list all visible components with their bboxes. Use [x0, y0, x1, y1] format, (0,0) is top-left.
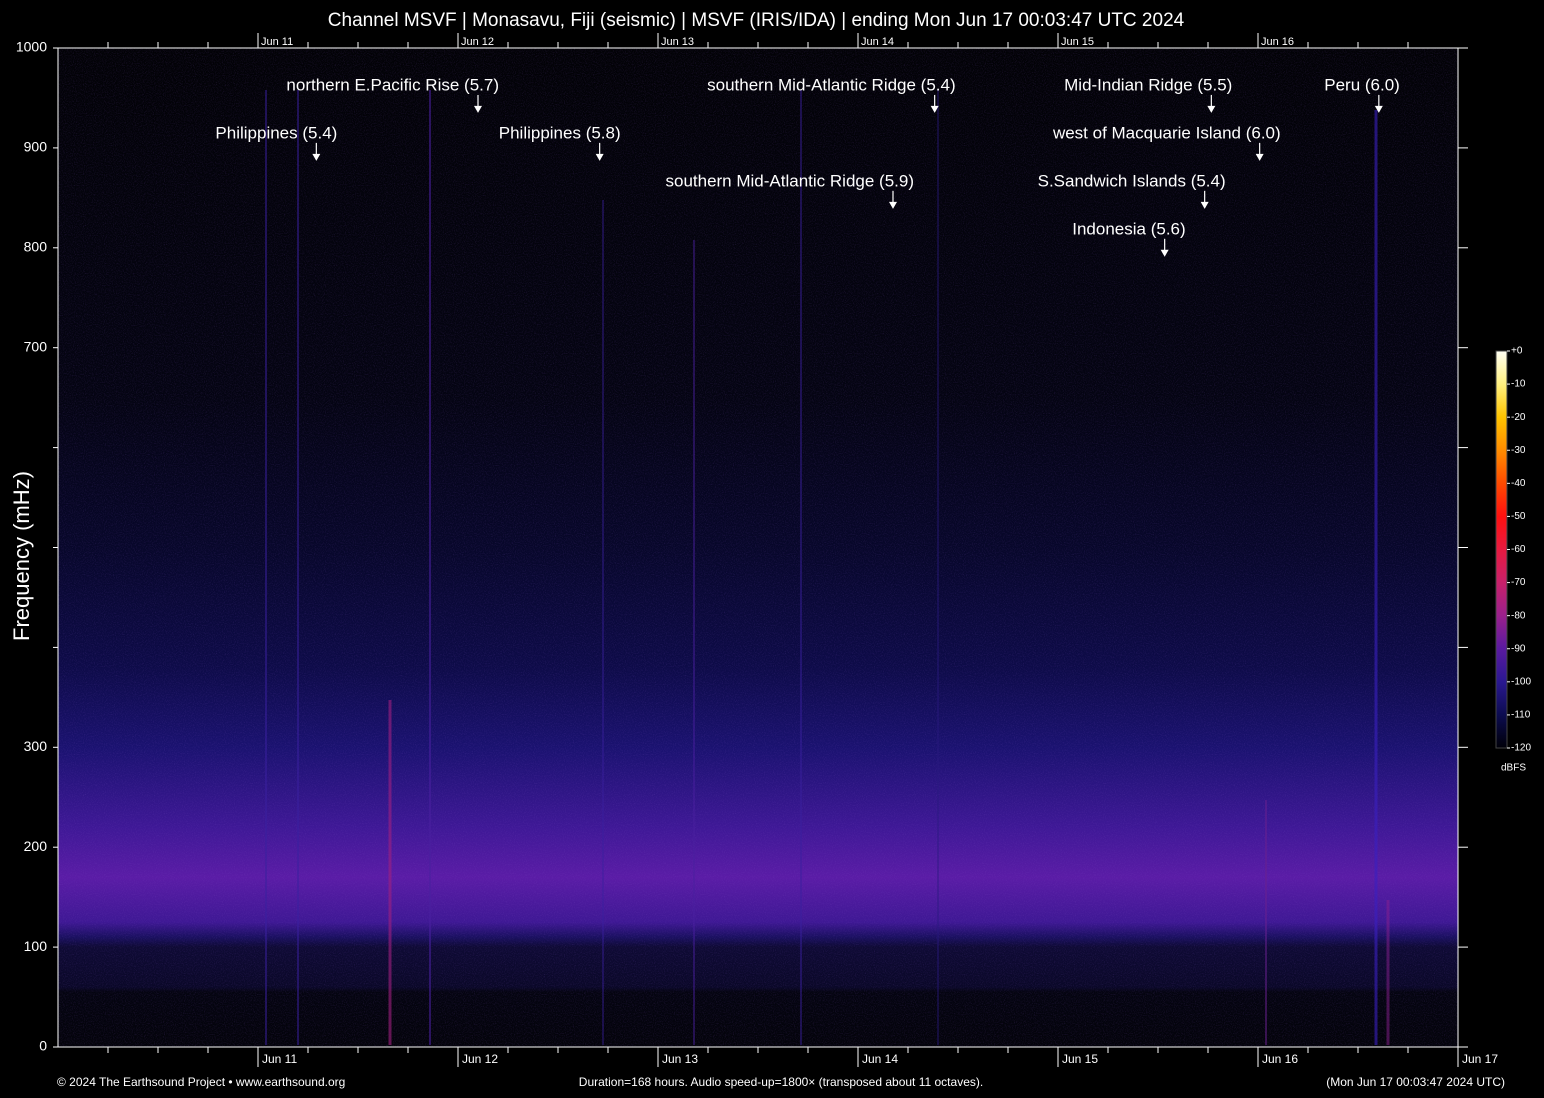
event-label: Philippines (5.8)	[499, 123, 621, 142]
event-label: Peru (6.0)	[1324, 75, 1400, 94]
event-arrow-head	[930, 105, 939, 113]
chart-title: Channel MSVF | Monasavu, Fiji (seismic) …	[328, 10, 1185, 31]
y-axis-label: Frequency (mHz)	[9, 471, 34, 641]
y-tick-label: 300	[24, 738, 48, 754]
y-tick-label: 800	[24, 239, 48, 255]
x-tick-label: Jun 17	[1462, 1052, 1498, 1066]
y-tick-label: 200	[24, 838, 48, 854]
event-arrow-head	[1200, 201, 1209, 209]
event-streaks	[265, 90, 1390, 1045]
colorbar-tick-label: -120	[1511, 743, 1531, 754]
x-tick-label-top: Jun 11	[261, 36, 293, 48]
colorbar-tick-label: -60	[1511, 544, 1526, 555]
event-label: northern E.Pacific Rise (5.7)	[286, 75, 499, 94]
event-label: S.Sandwich Islands (5.4)	[1038, 171, 1226, 190]
y-tick-label: 1000	[16, 39, 47, 55]
event-label: west of Macquarie Island (6.0)	[1052, 123, 1281, 142]
x-tick-label: Jun 15	[1062, 1052, 1098, 1066]
colorbar-tick-label: +0	[1511, 346, 1523, 357]
colorbar-tick-label: -40	[1511, 478, 1526, 489]
x-tick-label-top: Jun 16	[1261, 36, 1294, 48]
y-tick-label: 700	[24, 338, 48, 354]
event-arrow-head	[889, 201, 897, 209]
x-tick-label: Jun 12	[462, 1052, 498, 1066]
colorbar-tick-label: -110	[1511, 710, 1531, 721]
y-tick-label: 100	[24, 938, 48, 954]
event-arrow-head	[474, 105, 482, 113]
x-tick-label-top: Jun 12	[461, 36, 494, 48]
colorbar-tick-label: -20	[1511, 412, 1526, 423]
event-label: southern Mid-Atlantic Ridge (5.9)	[665, 171, 914, 190]
footer-center: Duration=168 hours. Audio speed-up=1800×…	[579, 1075, 983, 1089]
event-label: southern Mid-Atlantic Ridge (5.4)	[707, 75, 956, 94]
x-tick-label: Jun 14	[862, 1052, 898, 1066]
event-arrow-head	[1255, 153, 1264, 161]
event-label: Indonesia (5.6)	[1072, 219, 1185, 238]
colorbar-tick-label: -80	[1511, 610, 1526, 621]
x-tick-label-top: Jun 13	[661, 36, 694, 48]
event-arrow-head	[1160, 249, 1169, 257]
x-tick-label: Jun 11	[262, 1052, 297, 1066]
event-arrow-head	[1374, 105, 1383, 113]
y-tick-label: 0	[39, 1038, 47, 1054]
footer-right: (Mon Jun 17 00:03:47 2024 UTC)	[1326, 1075, 1505, 1089]
colorbar-tick-label: -10	[1511, 379, 1526, 390]
y-tick-label: 900	[24, 139, 48, 155]
x-tick-label: Jun 16	[1262, 1052, 1298, 1066]
colorbar-tick-label: -70	[1511, 577, 1526, 588]
event-arrow-head	[1207, 105, 1216, 113]
event-arrow-head	[312, 153, 321, 161]
colorbar-tick-label: -90	[1511, 643, 1526, 654]
colorbar-tick-label: -100	[1511, 676, 1531, 687]
event-label: Philippines (5.4)	[215, 123, 337, 142]
x-tick-label-top: Jun 15	[1061, 36, 1094, 48]
colorbar-tick-label: -30	[1511, 445, 1526, 456]
colorbar	[1495, 350, 1508, 749]
event-label: Mid-Indian Ridge (5.5)	[1064, 75, 1232, 94]
footer-left: © 2024 The Earthsound Project • www.eart…	[57, 1075, 345, 1089]
x-tick-label-top: Jun 14	[861, 36, 894, 48]
event-arrow-head	[595, 153, 604, 161]
spectrogram-noise	[58, 48, 1458, 1047]
colorbar-label: dBFS	[1501, 763, 1526, 774]
colorbar-tick-label: -50	[1511, 511, 1526, 522]
x-tick-label: Jun 13	[662, 1052, 698, 1066]
